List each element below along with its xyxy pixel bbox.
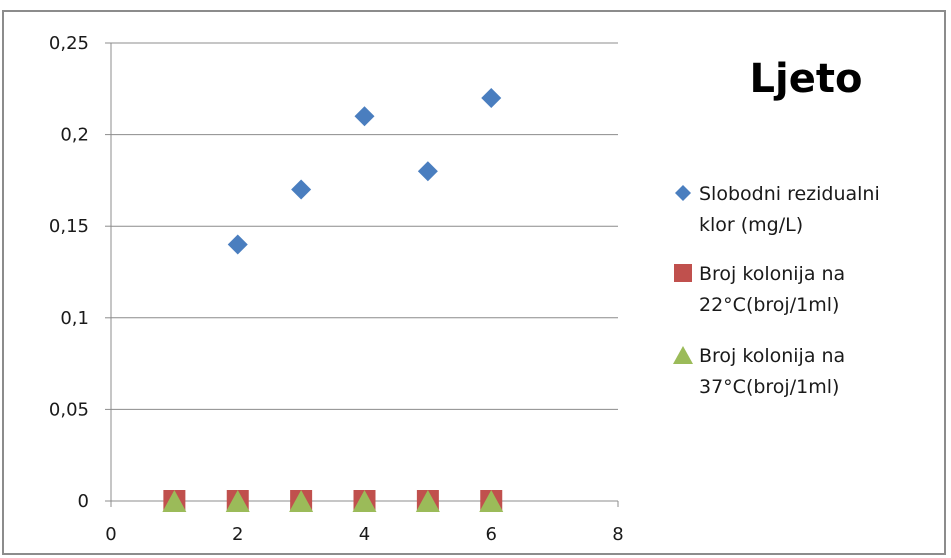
y-tick-label: 0,05 [49,399,89,420]
data-point-diamond [354,106,375,127]
chart-frame [2,10,946,555]
tick-layer: 0 0,05 0,1 0,15 0,2 0,25 0 2 4 6 8 [49,33,624,545]
data-point-diamond [227,234,248,255]
legend-label-line: Broj kolonija na [699,263,845,285]
data-point-triangle [225,490,250,512]
legend-label-line: Broj kolonija na [699,345,845,367]
y-tick-label: 0,15 [49,216,89,237]
marker-layer [162,87,504,512]
grid-layer [111,42,618,410]
legend-label-line: 37°C(broj/1ml) [699,376,839,398]
data-point-diamond [481,87,502,108]
x-tick-label: 4 [359,524,370,545]
y-tick-label: 0,2 [60,125,89,146]
y-tick-label: 0,25 [49,33,89,54]
legend-label: Slobodni rezidualni klor (mg/L) [699,183,880,236]
data-point-diamond [417,161,438,182]
data-point-triangle [479,490,504,512]
x-tick-label: 8 [612,524,623,545]
y-tick-label: 0,1 [60,308,89,329]
data-point-triangle [352,490,377,512]
legend-marker-triangle [673,346,693,364]
legend-label: Broj kolonija na 37°C(broj/1ml) [699,345,845,398]
legend-label-line: Slobodni rezidualni [699,183,880,205]
legend-label-line: 22°C(broj/1ml) [699,294,839,316]
data-point-diamond [291,179,312,200]
data-point-triangle [162,490,187,512]
x-tick-label: 0 [105,524,116,545]
x-tick-label: 6 [486,524,497,545]
legend-label: Broj kolonija na 22°C(broj/1ml) [699,263,845,316]
legend: Slobodni rezidualni klor (mg/L) Broj kolon… [673,183,880,398]
chart-title: Ljeto [750,56,863,102]
data-point-triangle [415,490,440,512]
x-tick-label: 2 [232,524,243,545]
data-point-triangle [289,490,314,512]
legend-marker-diamond [675,185,691,201]
legend-marker-square [674,264,692,282]
legend-label-line: klor (mg/L) [699,214,803,236]
y-tick-label: 0 [78,491,89,512]
